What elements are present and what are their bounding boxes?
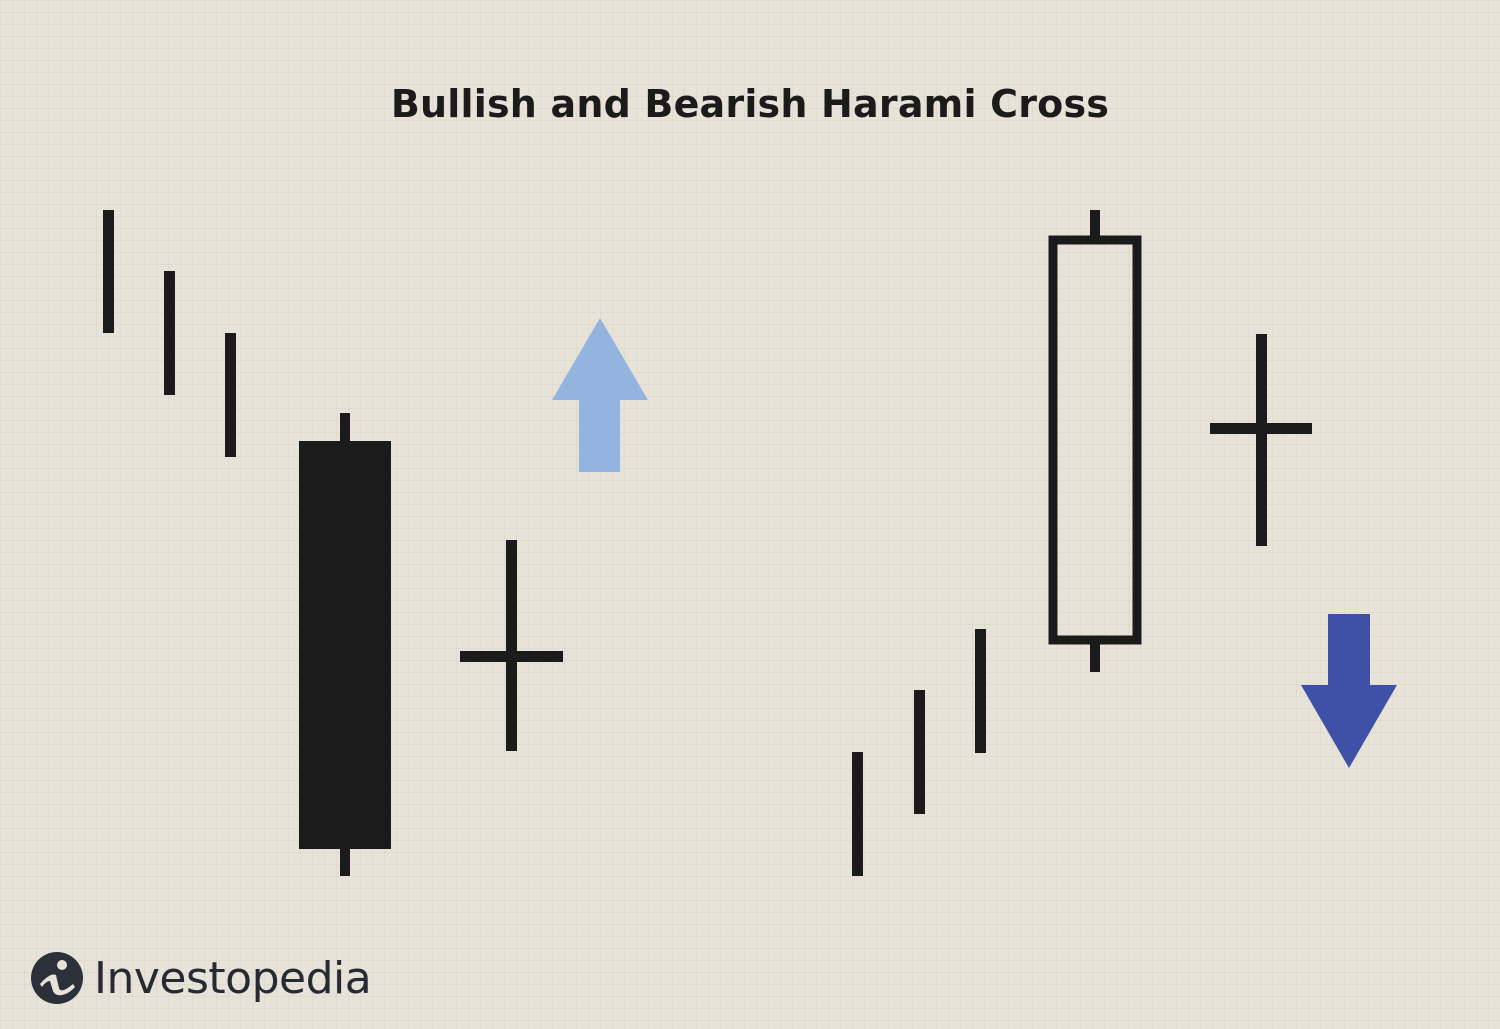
downtrend-line-1 (103, 210, 114, 333)
doji-body (1210, 423, 1312, 434)
investopedia-i-icon (31, 952, 83, 1004)
bullish-candle-body (1048, 235, 1142, 645)
bearish-candle-body (299, 441, 391, 849)
bullish-candle (1048, 210, 1142, 672)
arrow-down-icon (1301, 614, 1397, 768)
downtrend-lines (103, 210, 236, 457)
bearish-harami-cross (852, 210, 1397, 876)
brand-name: Investopedia (94, 952, 372, 1004)
diagram-title: Bullish and Bearish Harami Cross (390, 82, 1110, 126)
bullish-harami-cross (103, 210, 648, 876)
downtrend-line-2 (164, 271, 175, 395)
bearish-candle-upper-wick (340, 413, 350, 443)
uptrend-line-3 (975, 629, 986, 753)
bullish-candle-lower-wick (1090, 638, 1100, 672)
bearish-candle-lower-wick (340, 847, 350, 876)
bearish-candle (299, 413, 391, 876)
uptrend-lines (852, 629, 986, 876)
doji-body (460, 651, 563, 662)
doji-cross-bullish (460, 540, 563, 751)
arrow-up-icon (552, 318, 648, 472)
doji-cross-bearish (1210, 334, 1312, 546)
uptrend-line-1 (852, 752, 863, 876)
doji-wick (1256, 334, 1267, 546)
brand-logo: Investopedia (30, 948, 372, 1008)
downtrend-line-3 (225, 333, 236, 457)
bullish-candle-upper-wick (1090, 210, 1100, 242)
uptrend-line-2 (914, 690, 925, 814)
doji-wick (506, 540, 517, 751)
